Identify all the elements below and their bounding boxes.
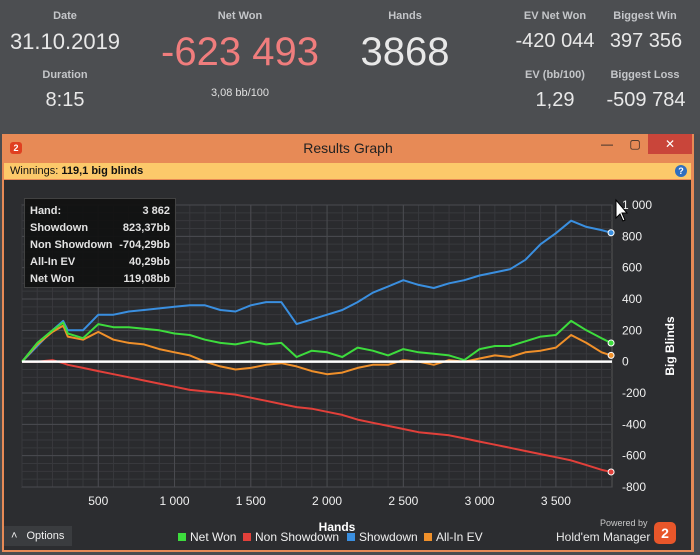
app-logo-icon: 2	[10, 142, 22, 154]
series-end-point	[607, 351, 615, 359]
options-label: Options	[26, 530, 65, 542]
maximize-button[interactable]: ▢	[629, 137, 641, 151]
legend-swatch	[178, 533, 186, 541]
tooltip-value: -704,29bb	[119, 239, 170, 251]
legend-swatch	[424, 533, 432, 541]
series-end-point	[607, 468, 615, 476]
tooltip-value: 40,29bb	[129, 256, 170, 268]
x-axis-title: Hands	[319, 520, 356, 534]
tooltip-row-all-in-ev: All-In EV 40,29bb	[30, 254, 170, 270]
tooltip-key: Hand:	[30, 205, 62, 217]
session-stats-panel: Date 31.10.2019 Duration 8:15 Net Won -6…	[0, 0, 700, 134]
hover-tooltip: Hand: 3 862 Showdown 823,37bb Non Showdo…	[24, 198, 176, 288]
window-titlebar[interactable]: 2 Results Graph — ▢ ✕	[2, 134, 694, 162]
brand-logo-icon: 2	[654, 522, 676, 544]
y-tick-label: -400	[622, 417, 646, 431]
y-tick-label: 600	[622, 261, 642, 275]
y-tick-label: -200	[622, 386, 646, 400]
winnings-label: Winnings:	[10, 165, 59, 177]
ev-net-won-value: -420 044	[515, 30, 595, 52]
x-tick-label: 2 500	[388, 494, 418, 508]
legend-all-in-ev[interactable]: All-In EV	[424, 530, 483, 544]
tooltip-value: 119,08bb	[123, 273, 170, 285]
date-value: 31.10.2019	[9, 29, 121, 54]
y-tick-label: 0	[622, 355, 629, 369]
legend-label: All-In EV	[436, 530, 483, 544]
tooltip-value: 823,37bb	[122, 222, 170, 234]
ev-bb100-value: 1,29	[535, 89, 575, 111]
ev-net-won-label: EV Net Won	[523, 10, 587, 22]
mouse-cursor-icon	[615, 198, 629, 222]
series-line-all-in-ev	[21, 324, 612, 376]
x-tick-label: 2 000	[312, 494, 342, 508]
x-tick-label: 1 500	[236, 494, 266, 508]
x-tick-label: 3 500	[541, 494, 571, 508]
tooltip-value: 3 862	[142, 205, 170, 217]
y-tick-label: 800	[622, 229, 642, 243]
series-line-net-won	[21, 319, 612, 363]
legend-label: Showdown	[359, 530, 418, 544]
x-tick-label: 3 000	[465, 494, 495, 508]
tooltip-key: Showdown	[30, 222, 89, 234]
tooltip-row-non-showdown: Non Showdown -704,29bb	[30, 237, 170, 253]
legend-label: Net Won	[190, 530, 237, 544]
y-tick-label: 1 000	[622, 198, 652, 212]
winnings-bar: Winnings: 119,1 big blinds ?	[4, 163, 691, 179]
legend-label: Non Showdown	[255, 530, 340, 544]
winnings-value: 119,1 big blinds	[61, 165, 144, 177]
chevron-up-icon: ˄	[11, 530, 18, 542]
y-tick-label: -800	[622, 480, 646, 494]
duration-label: Duration	[42, 69, 88, 81]
ev-bb100-label: EV (bb/100)	[525, 69, 585, 81]
net-won-label: Net Won	[217, 10, 263, 22]
window-title: Results Graph	[303, 140, 393, 156]
net-won-bb100: 3,08 bb/100	[210, 87, 270, 99]
legend-swatch	[347, 533, 355, 541]
hands-value: 3868	[360, 30, 450, 74]
tooltip-key: Non Showdown	[30, 239, 113, 251]
tooltip-key: Net Won	[30, 273, 75, 285]
tooltip-row-net-won: Net Won 119,08bb	[30, 271, 170, 287]
options-button[interactable]: ˄ Options	[4, 526, 72, 546]
legend-non-showdown[interactable]: Non Showdown	[243, 530, 339, 544]
y-tick-label: 400	[622, 292, 642, 306]
x-tick-label: 500	[88, 494, 108, 508]
x-tick-label: 1 000	[160, 494, 190, 508]
minimize-button[interactable]: —	[601, 137, 613, 151]
y-tick-label: 200	[622, 323, 642, 337]
tooltip-row-showdown: Showdown 823,37bb	[30, 220, 170, 236]
y-axis-title: Big Blinds	[663, 316, 677, 376]
brand-name: Hold'em Manager	[556, 530, 651, 544]
series-line-showdown	[21, 219, 612, 363]
hands-label: Hands	[388, 10, 422, 22]
series-line-non-showdown	[22, 359, 612, 473]
tooltip-key: All-In EV	[30, 256, 76, 268]
powered-by-label: Powered by	[600, 518, 648, 528]
tooltip-row-hand: Hand: 3 862	[30, 203, 170, 219]
y-tick-label: -600	[622, 449, 646, 463]
date-label: Date	[53, 10, 77, 22]
duration-value: 8:15	[45, 89, 85, 111]
help-icon[interactable]: ?	[675, 165, 687, 177]
results-graph-window: 2 Results Graph — ▢ ✕ Winnings: 119,1 bi…	[2, 134, 694, 552]
series-end-point	[607, 339, 615, 347]
close-button[interactable]: ✕	[648, 134, 692, 154]
biggest-win-value: 397 356	[609, 30, 683, 52]
biggest-loss-label: Biggest Loss	[610, 69, 680, 81]
net-won-value: -623 493	[161, 30, 319, 74]
legend-net-won[interactable]: Net Won	[178, 530, 236, 544]
series-end-point	[607, 229, 615, 237]
biggest-win-label: Biggest Win	[613, 10, 677, 22]
legend-showdown[interactable]: Showdown	[347, 530, 418, 544]
biggest-loss-value: -509 784	[606, 89, 686, 111]
legend-swatch	[243, 533, 251, 541]
